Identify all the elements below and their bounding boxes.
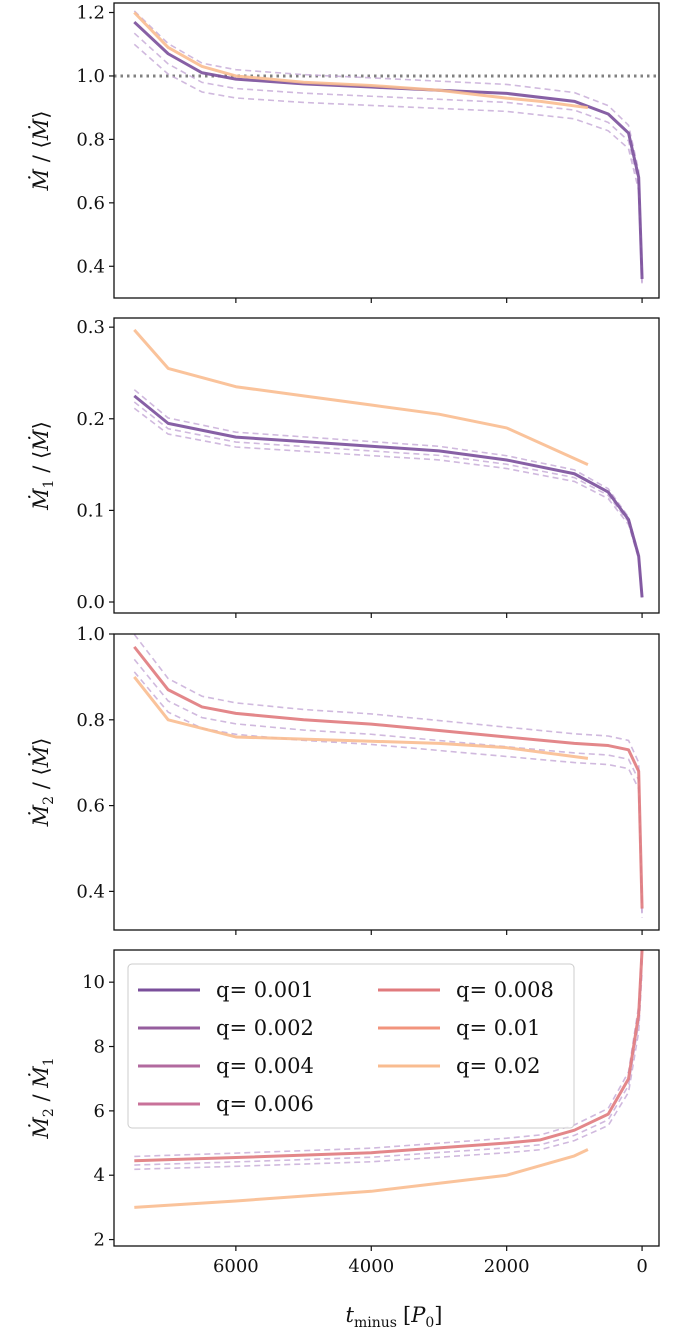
x-axis-label: tminus [P0] (346, 1303, 443, 1331)
y-tick-label: 0.0 (76, 592, 105, 613)
panel-frame (113, 633, 660, 931)
y-tick-label: 0.1 (76, 500, 105, 521)
series-line-0.02 (133, 328, 589, 466)
dashed-companion-line (133, 389, 643, 598)
dashed-companion-line (133, 634, 643, 904)
y-tick-label: 0.3 (76, 317, 105, 338)
series-line-0.001 (133, 20, 644, 280)
series-line-0.02 (134, 1148, 589, 1209)
x-tick-label: 0 (636, 1256, 647, 1277)
series-group (133, 10, 644, 286)
x-tick-label: 6000 (213, 1256, 259, 1277)
y-axis-label: Ṁ / ⟨Ṁ⟩ (29, 111, 53, 192)
legend-frame (127, 963, 575, 1129)
panel-3: 0.4 0.6 0.8 1.0 Ṁ2 / ⟨Ṁ⟩ (29, 624, 660, 935)
y-tick-label: 0.6 (76, 193, 105, 214)
y-tick-label: 0.6 (76, 796, 105, 817)
legend-label: q= 0.001 (216, 978, 314, 1002)
panel-frame (113, 949, 660, 1247)
legend-label: q= 0.02 (456, 1054, 540, 1078)
legend-label: q= 0.006 (216, 1092, 314, 1116)
series-line-0.001 (133, 394, 644, 598)
y-tick-label: 1.2 (76, 3, 105, 24)
dashed-companion-line (133, 32, 643, 283)
y-axis-label: Ṁ2 / Ṁ1 (29, 1057, 57, 1139)
y-tick-label: 4 (94, 1165, 105, 1186)
y-axis-label: Ṁ1 / ⟨Ṁ⟩ (29, 421, 57, 511)
dashed-companion-line (133, 43, 643, 286)
panel-frame (113, 2, 660, 299)
panel-4: 2 4 6 8 10 6000 4000 2000 0 Ṁ2 / Ṁ1 (29, 949, 660, 1277)
y-tick-label: 6 (94, 1101, 105, 1122)
dashed-companion-line (133, 407, 643, 598)
legend-label: q= 0.004 (216, 1054, 314, 1078)
dashed-companion-line (134, 971, 643, 1171)
series-line-0.008 (134, 950, 644, 1163)
series-group (133, 634, 644, 918)
panel-frame (113, 317, 660, 614)
legend-label: q= 0.01 (456, 1016, 540, 1040)
dashed-companion-line (133, 10, 643, 276)
y-tick-label: 0.8 (76, 129, 105, 150)
dashed-companion-line (133, 658, 643, 914)
legend-label: q= 0.008 (456, 978, 554, 1002)
series-group (133, 328, 644, 598)
x-tick-label: 4000 (348, 1256, 394, 1277)
legend-label: q= 0.002 (216, 1016, 314, 1040)
y-tick-label: 1.0 (76, 624, 105, 645)
y-tick-label: 0.4 (76, 881, 105, 902)
series-line-0.02 (133, 675, 589, 760)
y-tick-label: 1.0 (76, 66, 105, 87)
y-tick-label: 8 (94, 1037, 105, 1058)
y-tick-label: 0.2 (76, 409, 105, 430)
panel-2: 0.0 0.1 0.2 0.3 Ṁ1 / ⟨Ṁ⟩ (29, 317, 660, 618)
x-tick-label: 2000 (484, 1256, 530, 1277)
y-tick-label: 10 (82, 972, 105, 993)
y-axis-label: Ṁ2 / ⟨Ṁ⟩ (29, 738, 57, 828)
y-tick-label: 0.8 (76, 710, 105, 731)
y-tick-label: 0.4 (76, 256, 105, 277)
series-line-0.008 (133, 645, 644, 909)
series-line-0.02 (133, 11, 589, 110)
series-group (134, 950, 644, 1209)
y-tick-label: 2 (94, 1230, 105, 1251)
panel-1: 0.4 0.6 0.8 1.0 1.2 Ṁ / ⟨Ṁ⟩ (29, 2, 660, 303)
legend: q= 0.001 q= 0.002 q= 0.004 q= 0.006 q= 0.008… (127, 963, 575, 1129)
